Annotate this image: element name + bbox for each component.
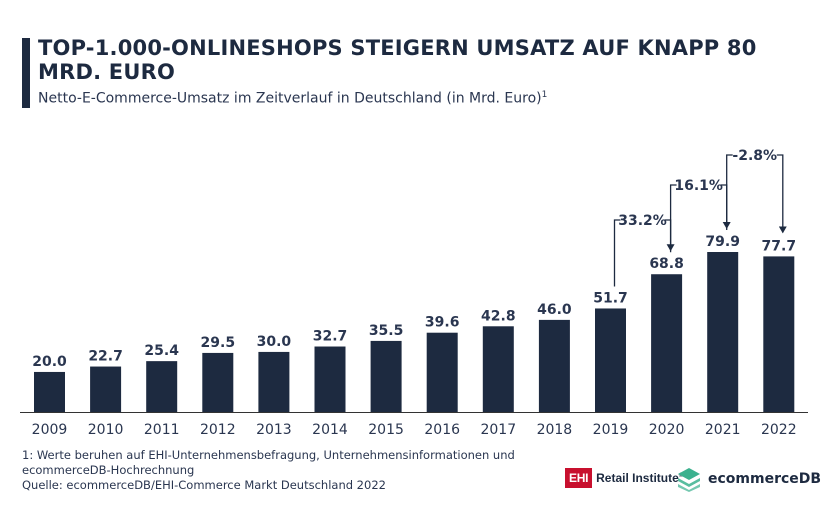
- value-label-2017: 42.8: [481, 308, 516, 324]
- ecommercedb-stack-icon: [678, 468, 700, 492]
- value-label-2016: 39.6: [425, 315, 460, 331]
- ehi-logo-name: Retail Institute: [596, 471, 679, 485]
- value-label-2022: 77.7: [762, 238, 797, 254]
- ehi-logo-box: EHI: [565, 468, 593, 488]
- footnote-line-1: 1: Werte beruhen auf EHI-Unternehmensbef…: [22, 448, 515, 462]
- ecommercedb-logo: ecommerceDB: [676, 466, 821, 492]
- value-label-2020: 68.8: [649, 256, 684, 272]
- x-tick-2019: 2019: [593, 422, 629, 438]
- x-tick-2012: 2012: [200, 422, 236, 438]
- value-labels-group: 20.0 22.7 25.4 29.5 30.0 32.7 35.5 39.6 42.8 46.0…: [32, 234, 796, 370]
- bar-2020: [651, 274, 683, 412]
- x-tick-2016: 2016: [424, 422, 460, 438]
- ehi-logo: EHI Retail Institute®: [565, 468, 683, 488]
- value-label-2009: 20.0: [32, 354, 67, 370]
- value-label-2015: 35.5: [369, 323, 404, 339]
- chart-subtitle: Netto-E-Commerce-Umsatz im Zeitverlauf i…: [38, 90, 547, 107]
- x-tick-2022: 2022: [761, 422, 797, 438]
- x-tick-2020: 2020: [649, 422, 685, 438]
- bar-2016: [426, 332, 458, 412]
- growth-label-2019-2020: 33.2%: [618, 213, 667, 229]
- value-label-2021: 79.9: [705, 234, 740, 250]
- growth-arrow-2021-2022: [726, 154, 783, 232]
- bar-2012: [202, 352, 234, 412]
- bar-2010: [90, 366, 122, 412]
- x-tick-2011: 2011: [144, 422, 180, 438]
- bar-2013: [258, 351, 290, 412]
- x-tick-labels-group: 2009 2010 2011 2012 2013 2014 2015 2016 2017 2018…: [32, 422, 797, 438]
- value-label-2012: 29.5: [201, 335, 236, 351]
- bar-2011: [146, 361, 178, 412]
- bar-2018: [538, 319, 570, 412]
- value-label-2014: 32.7: [313, 329, 348, 345]
- x-tick-2017: 2017: [480, 422, 516, 438]
- ehi-logo-mark: ®: [678, 473, 684, 479]
- bar-2014: [314, 346, 346, 412]
- value-label-2010: 22.7: [88, 349, 123, 365]
- ecommercedb-logo-text: ecommerceDB: [708, 471, 822, 487]
- ehi-logo-text: Retail Institute®: [596, 471, 683, 485]
- bar-2019: [595, 308, 626, 412]
- chart-title: TOP-1.000-ONLINESHOPS STEIGERN UMSATZ AU…: [38, 36, 757, 84]
- growth-label-2021-2022: -2.8%: [732, 148, 777, 164]
- subtitle-footnote-mark: 1: [541, 90, 548, 100]
- value-label-2011: 25.4: [144, 343, 179, 359]
- bars-group: [34, 252, 795, 412]
- bar-2022: [763, 256, 795, 412]
- x-tick-2013: 2013: [256, 422, 292, 438]
- x-tick-2009: 2009: [32, 422, 68, 438]
- bar-2009: [34, 371, 65, 412]
- x-tick-2010: 2010: [88, 422, 124, 438]
- growth-label-2020-2021: 16.1%: [674, 178, 723, 194]
- x-tick-2014: 2014: [312, 422, 348, 438]
- subtitle-text: Netto-E-Commerce-Umsatz im Zeitverlauf i…: [38, 90, 542, 107]
- value-label-2019: 51.7: [593, 290, 628, 306]
- value-label-2013: 30.0: [257, 334, 292, 350]
- growth-annotations-group: 33.2% 16.1% -2.8%: [613, 148, 783, 287]
- bar-2015: [370, 340, 402, 412]
- title-accent-bar: [22, 38, 30, 108]
- value-label-2018: 46.0: [537, 302, 572, 318]
- footnote: 1: Werte beruhen auf EHI-Unternehmensbef…: [22, 448, 542, 493]
- bar-2021: [707, 252, 739, 412]
- x-tick-2015: 2015: [368, 422, 404, 438]
- footnote-line-2: ecommerceDB-Hochrechnung: [22, 463, 195, 477]
- x-tick-2018: 2018: [537, 422, 573, 438]
- source-line: Quelle: ecommerceDB/EHI-Commerce Markt D…: [22, 478, 386, 492]
- bar-2017: [482, 326, 514, 412]
- x-tick-2021: 2021: [705, 422, 741, 438]
